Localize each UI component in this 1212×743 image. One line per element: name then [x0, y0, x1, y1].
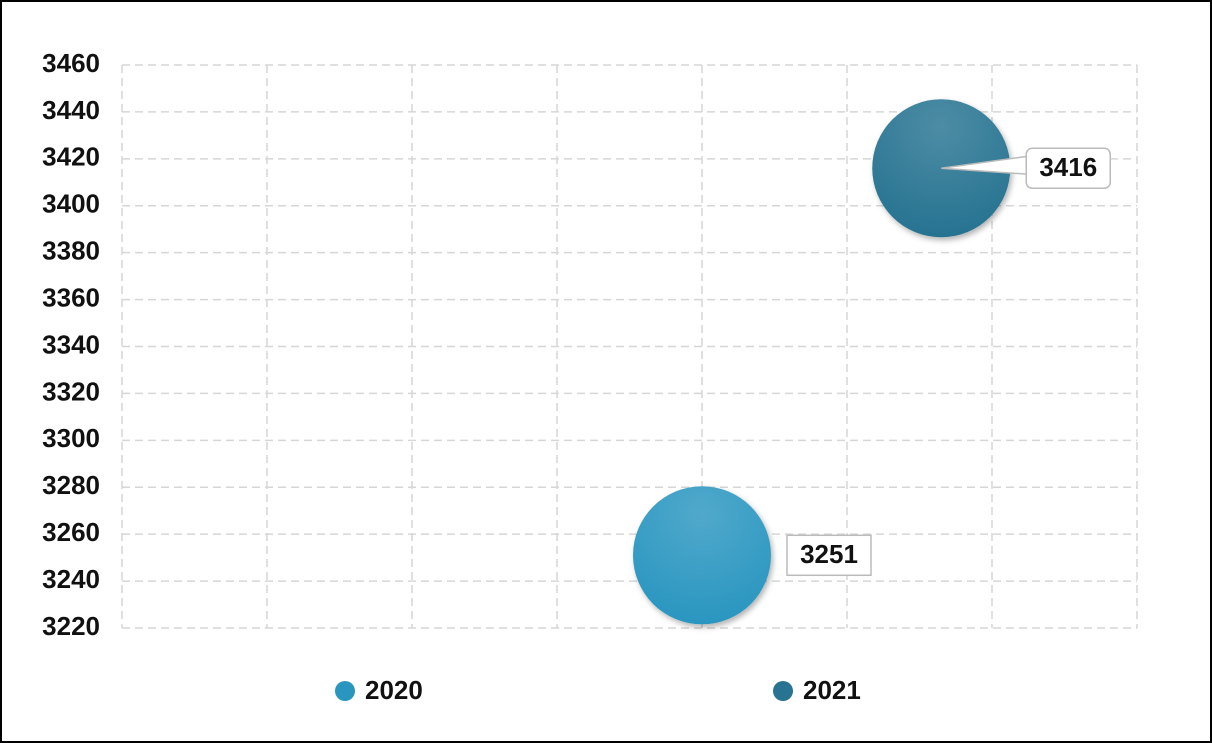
- y-tick-label: 3460: [42, 48, 100, 78]
- y-tick-label: 3260: [42, 517, 100, 547]
- y-tick-label: 3240: [42, 564, 100, 594]
- y-tick-label: 3440: [42, 95, 100, 125]
- data-label: 3416: [1039, 152, 1097, 182]
- y-tick-label: 3380: [42, 236, 100, 266]
- y-tick-label: 3280: [42, 470, 100, 500]
- label-box: [1025, 147, 1111, 189]
- legend-label: 2020: [365, 675, 423, 705]
- y-tick-label: 3360: [42, 282, 100, 312]
- y-tick-label: 3420: [42, 142, 100, 172]
- y-tick-label: 3220: [42, 611, 100, 641]
- y-tick-label: 3400: [42, 189, 100, 219]
- data-label: 3251: [800, 539, 858, 569]
- bubble-shade: [633, 486, 771, 625]
- legend-label: 2021: [803, 675, 861, 705]
- label-box: [786, 534, 872, 577]
- y-tick-label: 3300: [42, 423, 100, 453]
- y-tick-label: 3320: [42, 376, 100, 406]
- y-tick-label: 3340: [42, 329, 100, 359]
- legend-marker: [773, 681, 793, 701]
- legend-marker: [335, 681, 355, 701]
